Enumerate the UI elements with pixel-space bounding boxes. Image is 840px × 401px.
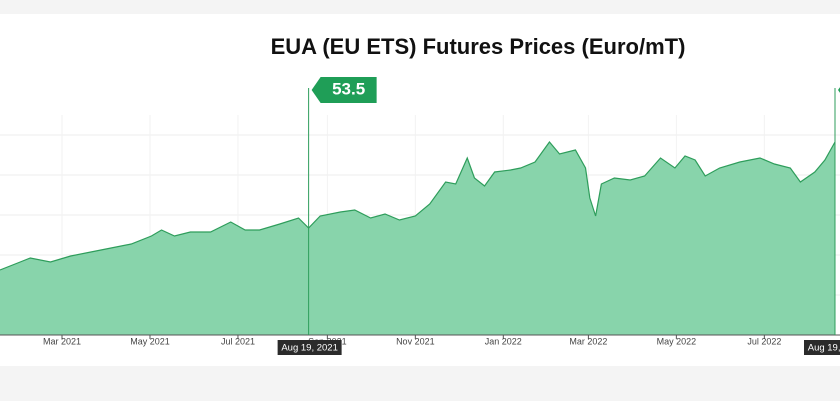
x-tick-label: Jul 2021: [221, 336, 255, 346]
area: [0, 142, 835, 335]
date-tag: [277, 340, 342, 355]
date-tag-label: Aug 19, 2022: [808, 343, 840, 354]
value-tag: [311, 77, 377, 103]
x-tick-label: Jul 2022: [747, 336, 781, 346]
value-tag-label: 53.5: [332, 79, 365, 98]
x-tick-label: May 2022: [657, 336, 697, 346]
date-tag: [804, 340, 840, 355]
date-tag-label: Aug 19, 2021: [281, 343, 338, 354]
x-tick-label: Nov 2021: [396, 336, 435, 346]
x-tick-label: Jan 2022: [485, 336, 522, 346]
chart-title: EUA (EU ETS) Futures Prices (Euro/mT): [271, 34, 686, 59]
line: [0, 141, 836, 271]
x-tick-label: Mar 2022: [569, 336, 607, 346]
x-tick-label: May 2021: [130, 336, 170, 346]
x-tick-label: Mar 2021: [43, 336, 81, 346]
